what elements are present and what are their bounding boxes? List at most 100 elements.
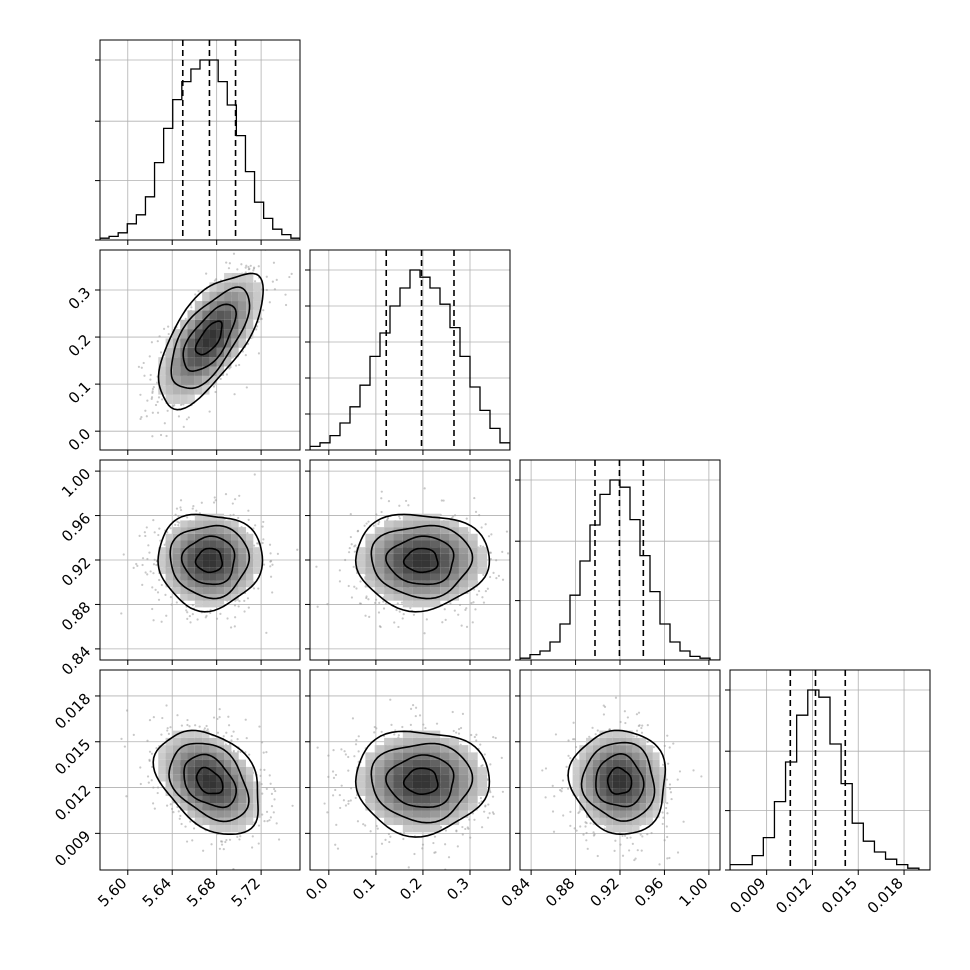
density-panel-0-2 bbox=[95, 459, 301, 665]
density-cell bbox=[430, 600, 441, 608]
density-cell bbox=[384, 737, 394, 746]
scatter-point bbox=[151, 391, 154, 394]
scatter-point bbox=[489, 551, 493, 554]
scatter-point bbox=[483, 810, 486, 813]
scatter-point bbox=[219, 840, 223, 843]
density-cell bbox=[430, 533, 441, 541]
scatter-point bbox=[484, 590, 487, 593]
scatter-point bbox=[344, 558, 347, 562]
scatter-point bbox=[237, 750, 240, 753]
density-cell bbox=[187, 594, 195, 601]
scatter-point bbox=[470, 733, 473, 737]
density-cell bbox=[165, 752, 173, 760]
scatter-point bbox=[192, 827, 196, 830]
scatter-point bbox=[205, 614, 208, 617]
scatter-point bbox=[205, 724, 208, 728]
density-cell bbox=[365, 553, 375, 561]
scatter-point bbox=[453, 514, 457, 517]
scatter-point bbox=[177, 521, 181, 524]
scatter-point bbox=[331, 794, 335, 797]
scatter-point bbox=[378, 625, 382, 628]
scatter-point bbox=[252, 269, 255, 272]
contour-level-3 bbox=[354, 513, 491, 613]
contour-level-1 bbox=[182, 303, 238, 373]
scatter-point bbox=[347, 769, 350, 772]
density-cell bbox=[458, 573, 469, 581]
contour-lines bbox=[157, 513, 264, 613]
grid-lines bbox=[730, 670, 930, 870]
scatter-point bbox=[175, 507, 179, 510]
density-cell bbox=[165, 547, 173, 554]
scatter-point bbox=[174, 523, 177, 526]
scatter-point bbox=[586, 847, 589, 850]
density-cell bbox=[209, 366, 217, 376]
scatter-point bbox=[144, 409, 147, 412]
density-cell bbox=[224, 553, 232, 561]
panel-frame bbox=[729, 669, 931, 871]
density-cell bbox=[202, 752, 210, 760]
scatter-point bbox=[254, 524, 257, 527]
scatter-point bbox=[194, 452, 196, 454]
density-cell bbox=[187, 560, 195, 568]
scatter-point bbox=[588, 735, 591, 738]
density-cell bbox=[253, 547, 261, 554]
density-cell bbox=[238, 282, 246, 292]
scatter-point bbox=[441, 621, 444, 624]
density-cell bbox=[402, 553, 413, 561]
density-cell bbox=[209, 527, 217, 534]
density-cell bbox=[194, 357, 203, 367]
density-cell bbox=[194, 338, 203, 348]
scatter-point bbox=[234, 364, 238, 367]
scatter-point bbox=[423, 487, 426, 490]
scatter-point bbox=[444, 829, 448, 832]
density-cell bbox=[238, 788, 246, 796]
scatter-point bbox=[370, 855, 374, 858]
scatter-point bbox=[393, 733, 396, 736]
scatter-point bbox=[335, 823, 338, 826]
scatter-point bbox=[165, 704, 168, 707]
scatter-point bbox=[334, 788, 337, 792]
density-cell bbox=[430, 520, 441, 528]
density-cell bbox=[421, 600, 431, 608]
density-cell bbox=[449, 766, 459, 775]
scatter-point bbox=[222, 848, 225, 851]
density-cell bbox=[224, 533, 232, 541]
density-cell bbox=[202, 560, 210, 568]
density-cell bbox=[430, 587, 441, 594]
density-cell bbox=[187, 766, 195, 775]
density-cell bbox=[202, 737, 210, 746]
density-cell bbox=[430, 737, 441, 746]
scatter-point bbox=[344, 753, 347, 756]
density-cell bbox=[458, 533, 469, 541]
scatter-point bbox=[428, 874, 430, 876]
density-cell bbox=[209, 567, 217, 574]
scatter-point bbox=[149, 373, 152, 377]
scatter-point bbox=[521, 562, 523, 564]
density-cell bbox=[477, 766, 488, 775]
scatter-point bbox=[225, 731, 228, 734]
scatter-point bbox=[487, 803, 490, 806]
scatter-point bbox=[234, 616, 237, 619]
density-cell bbox=[238, 580, 246, 588]
scatter-point bbox=[230, 739, 233, 742]
density-cell bbox=[365, 533, 375, 541]
density-cell bbox=[253, 291, 261, 302]
density-cell bbox=[374, 766, 385, 775]
density-cell bbox=[209, 375, 217, 386]
scatter-point bbox=[270, 805, 274, 808]
scatter-point bbox=[214, 499, 217, 502]
scatter-point bbox=[176, 714, 179, 717]
scatter-point bbox=[375, 513, 378, 516]
scatter-point bbox=[393, 621, 396, 624]
density-cell bbox=[224, 781, 232, 789]
histogram-step-line bbox=[730, 689, 930, 870]
scatter-point bbox=[137, 365, 141, 368]
scatter-point bbox=[369, 830, 372, 833]
scatter-point bbox=[247, 509, 250, 512]
density-cell bbox=[172, 774, 181, 782]
scatter-point bbox=[185, 609, 188, 612]
scatter-point bbox=[331, 770, 335, 773]
density-cell bbox=[180, 567, 188, 574]
density-cell bbox=[216, 781, 225, 789]
density-cell bbox=[224, 310, 232, 320]
